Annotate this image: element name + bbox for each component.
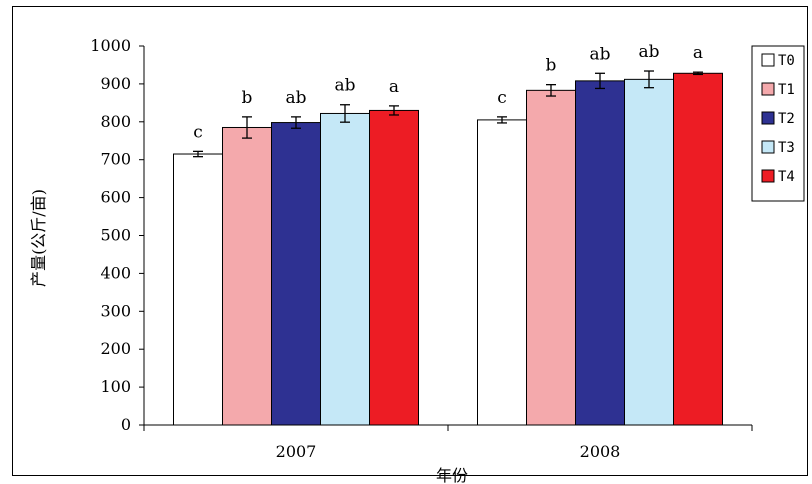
significance-label: ab: [334, 76, 355, 96]
y-tick-label: 400: [100, 263, 131, 282]
x-axis-title: 年份: [436, 466, 468, 484]
bar: [673, 72, 723, 426]
significance-label: ab: [285, 88, 306, 108]
y-tick-label: 900: [100, 74, 131, 93]
legend-label: T3: [778, 140, 795, 156]
y-axis-title: 产量(公斤/亩): [29, 189, 48, 287]
legend-swatch: [761, 169, 775, 183]
bar: [369, 109, 419, 426]
legend-swatch: [761, 140, 775, 154]
legend-label: T4: [778, 169, 795, 185]
bar: [624, 78, 674, 426]
bar: [173, 153, 223, 426]
bar: [320, 112, 370, 426]
significance-label: ab: [589, 44, 610, 64]
y-tick-label: 0: [121, 415, 131, 434]
y-tick-label: 300: [100, 301, 131, 320]
bar: [271, 122, 321, 426]
y-tick-label: 600: [100, 188, 131, 207]
significance-label: a: [693, 43, 703, 63]
bar: [526, 89, 576, 426]
significance-label: b: [242, 88, 253, 108]
x-tick-label: 2008: [580, 442, 621, 461]
legend-label: T1: [778, 82, 795, 98]
bars: [173, 70, 723, 426]
legend-swatch: [761, 53, 775, 67]
bar: [222, 126, 272, 426]
legend-swatch: [761, 82, 775, 96]
significance-label: c: [193, 122, 203, 142]
significance-label: b: [546, 56, 557, 76]
y-tick-label: 800: [100, 112, 131, 131]
significance-label: c: [497, 88, 507, 108]
y-tick-label: 200: [100, 339, 131, 358]
legend-label: T2: [778, 111, 795, 127]
legend: T0 T1 T2 T3 T4: [751, 45, 805, 202]
bar: [575, 80, 625, 426]
significance-label: ab: [638, 42, 659, 62]
x-tick-label: 2007: [276, 442, 317, 461]
legend-box: [751, 45, 805, 202]
legend-swatch: [761, 111, 775, 125]
y-tick-label: 1000: [90, 36, 131, 55]
y-tick-label: 100: [100, 377, 131, 396]
legend-label: T0: [778, 53, 795, 69]
significance-label: a: [389, 77, 399, 97]
y-tick-label: 500: [100, 226, 131, 245]
y-tick-label: 700: [100, 150, 131, 169]
bar: [477, 119, 527, 426]
